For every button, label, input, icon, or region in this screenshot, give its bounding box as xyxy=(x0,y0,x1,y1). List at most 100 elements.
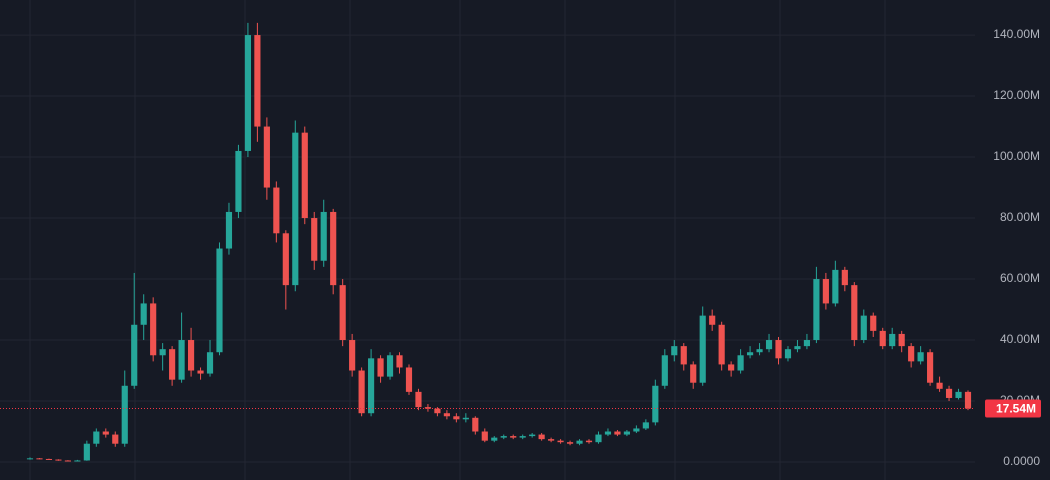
candle-body xyxy=(55,459,62,461)
candle-body xyxy=(74,460,81,462)
candle-body xyxy=(424,407,432,409)
candle-body xyxy=(822,279,829,304)
candle-body xyxy=(386,355,394,377)
candle-body xyxy=(263,126,270,188)
candle-body xyxy=(443,413,450,417)
candle-body xyxy=(765,340,773,350)
candle-body xyxy=(282,233,289,286)
y-tick-label: 140.00M xyxy=(993,27,1040,41)
candle-body xyxy=(604,431,612,435)
candle-body xyxy=(112,434,119,444)
candle-body xyxy=(235,150,242,212)
candle-body xyxy=(652,385,659,423)
candle-body xyxy=(102,431,109,435)
y-tick-label: 100.00M xyxy=(993,149,1040,163)
candle-body xyxy=(633,428,640,432)
candle-body xyxy=(36,458,43,460)
candle-body xyxy=(661,355,668,386)
last-price-label: 17.54M xyxy=(996,402,1036,416)
candle-body xyxy=(538,434,545,440)
candle-body xyxy=(794,346,801,350)
candle-body xyxy=(206,352,214,374)
candle-body xyxy=(169,349,176,380)
candle-body xyxy=(93,431,100,444)
candle-body xyxy=(917,352,924,362)
candle-body xyxy=(898,333,905,347)
candle-body xyxy=(927,352,934,383)
candle-body xyxy=(908,346,915,362)
candle-body xyxy=(728,364,735,371)
candle-body xyxy=(595,434,602,443)
candle-body xyxy=(178,340,185,380)
candle-body xyxy=(339,285,346,341)
candle-body xyxy=(320,211,327,261)
candle-body xyxy=(434,408,441,414)
candle-body xyxy=(187,340,195,371)
candle-body xyxy=(26,458,34,460)
candle-body xyxy=(870,315,877,331)
y-tick-label: 80.00M xyxy=(1000,210,1040,224)
candle-body xyxy=(216,248,223,353)
candle-body xyxy=(292,132,299,286)
y-tick-label: 60.00M xyxy=(1000,271,1040,285)
candle-body xyxy=(832,269,839,304)
candle-body xyxy=(709,315,716,325)
candle-body xyxy=(519,436,526,438)
candle-body xyxy=(131,324,138,386)
candle-body xyxy=(680,346,687,365)
candle-body xyxy=(813,279,820,341)
candle-body xyxy=(936,382,943,389)
candle-body xyxy=(945,388,953,398)
candle-body xyxy=(585,440,593,443)
candle-body xyxy=(955,391,962,398)
y-tick-label: 120.00M xyxy=(993,88,1040,102)
candle-body xyxy=(254,35,261,127)
candle-body xyxy=(747,352,754,356)
candle-body xyxy=(623,431,630,435)
candle-body xyxy=(576,440,583,444)
candle-body xyxy=(83,443,90,461)
candle-body xyxy=(64,460,71,462)
candle-body xyxy=(775,340,782,359)
candle-body xyxy=(415,391,422,408)
candle-body xyxy=(964,391,972,409)
candle-body xyxy=(557,440,564,443)
candle-body xyxy=(396,355,403,368)
candle-body xyxy=(718,324,725,365)
candle-body xyxy=(879,330,886,347)
candle-body xyxy=(121,385,128,444)
candle-body xyxy=(225,211,233,249)
candle-body xyxy=(311,218,318,261)
last-price-box xyxy=(985,399,1041,418)
candle-body xyxy=(889,333,896,347)
candle-body xyxy=(803,340,811,347)
candle-body xyxy=(851,285,858,341)
candle-body xyxy=(690,364,697,383)
candle-body xyxy=(472,417,479,432)
candle-body xyxy=(368,358,375,414)
candle-body xyxy=(273,187,280,234)
candle-body xyxy=(737,355,744,371)
y-tick-label: 0.0000 xyxy=(1003,454,1040,468)
candle-body xyxy=(453,416,460,420)
candle-body xyxy=(860,315,867,341)
candle-body xyxy=(244,35,251,151)
candle-body xyxy=(462,417,469,420)
candle-body xyxy=(841,269,848,286)
candle-body xyxy=(405,367,413,392)
candle-body xyxy=(642,422,649,429)
candle-body xyxy=(349,340,356,371)
candle-body xyxy=(671,346,678,356)
candle-body xyxy=(614,431,621,435)
candle-body xyxy=(377,358,384,377)
y-tick-label: 40.00M xyxy=(1000,332,1040,346)
candle-body xyxy=(481,431,488,441)
candle-body xyxy=(529,434,536,437)
candle-body xyxy=(197,370,204,374)
candle-body xyxy=(756,349,763,353)
candle-body xyxy=(159,349,166,356)
candle-body xyxy=(330,211,337,286)
